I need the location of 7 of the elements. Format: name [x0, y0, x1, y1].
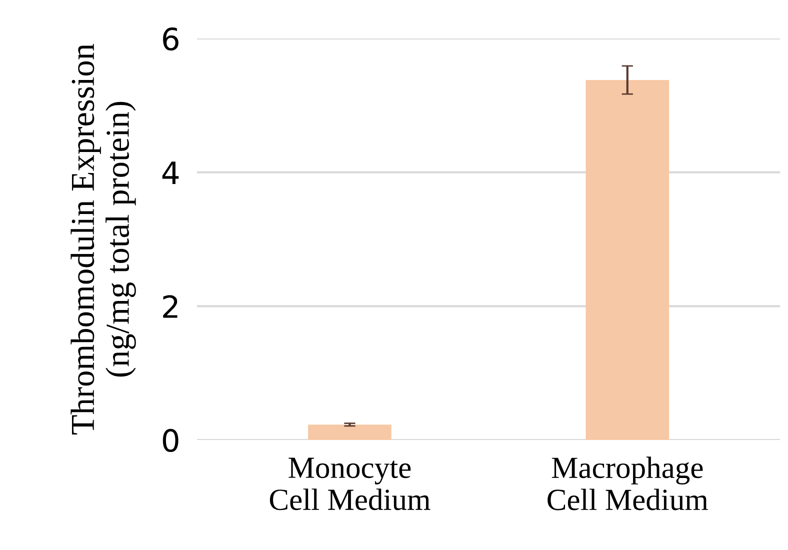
y-axis-title: Thrombomodulin Expression (ng/mg total protein) [70, 44, 136, 434]
y-tick-label: 0 [162, 428, 178, 452]
y-tick-label: 6 [163, 27, 178, 51]
x-tick-label: Macrophage Cell Medium [548, 456, 708, 510]
x-tick-label: Monocyte Cell Medium [270, 458, 430, 510]
y-tick-label: 4 [162, 162, 179, 184]
y-tick-label: 2 [163, 295, 178, 318]
